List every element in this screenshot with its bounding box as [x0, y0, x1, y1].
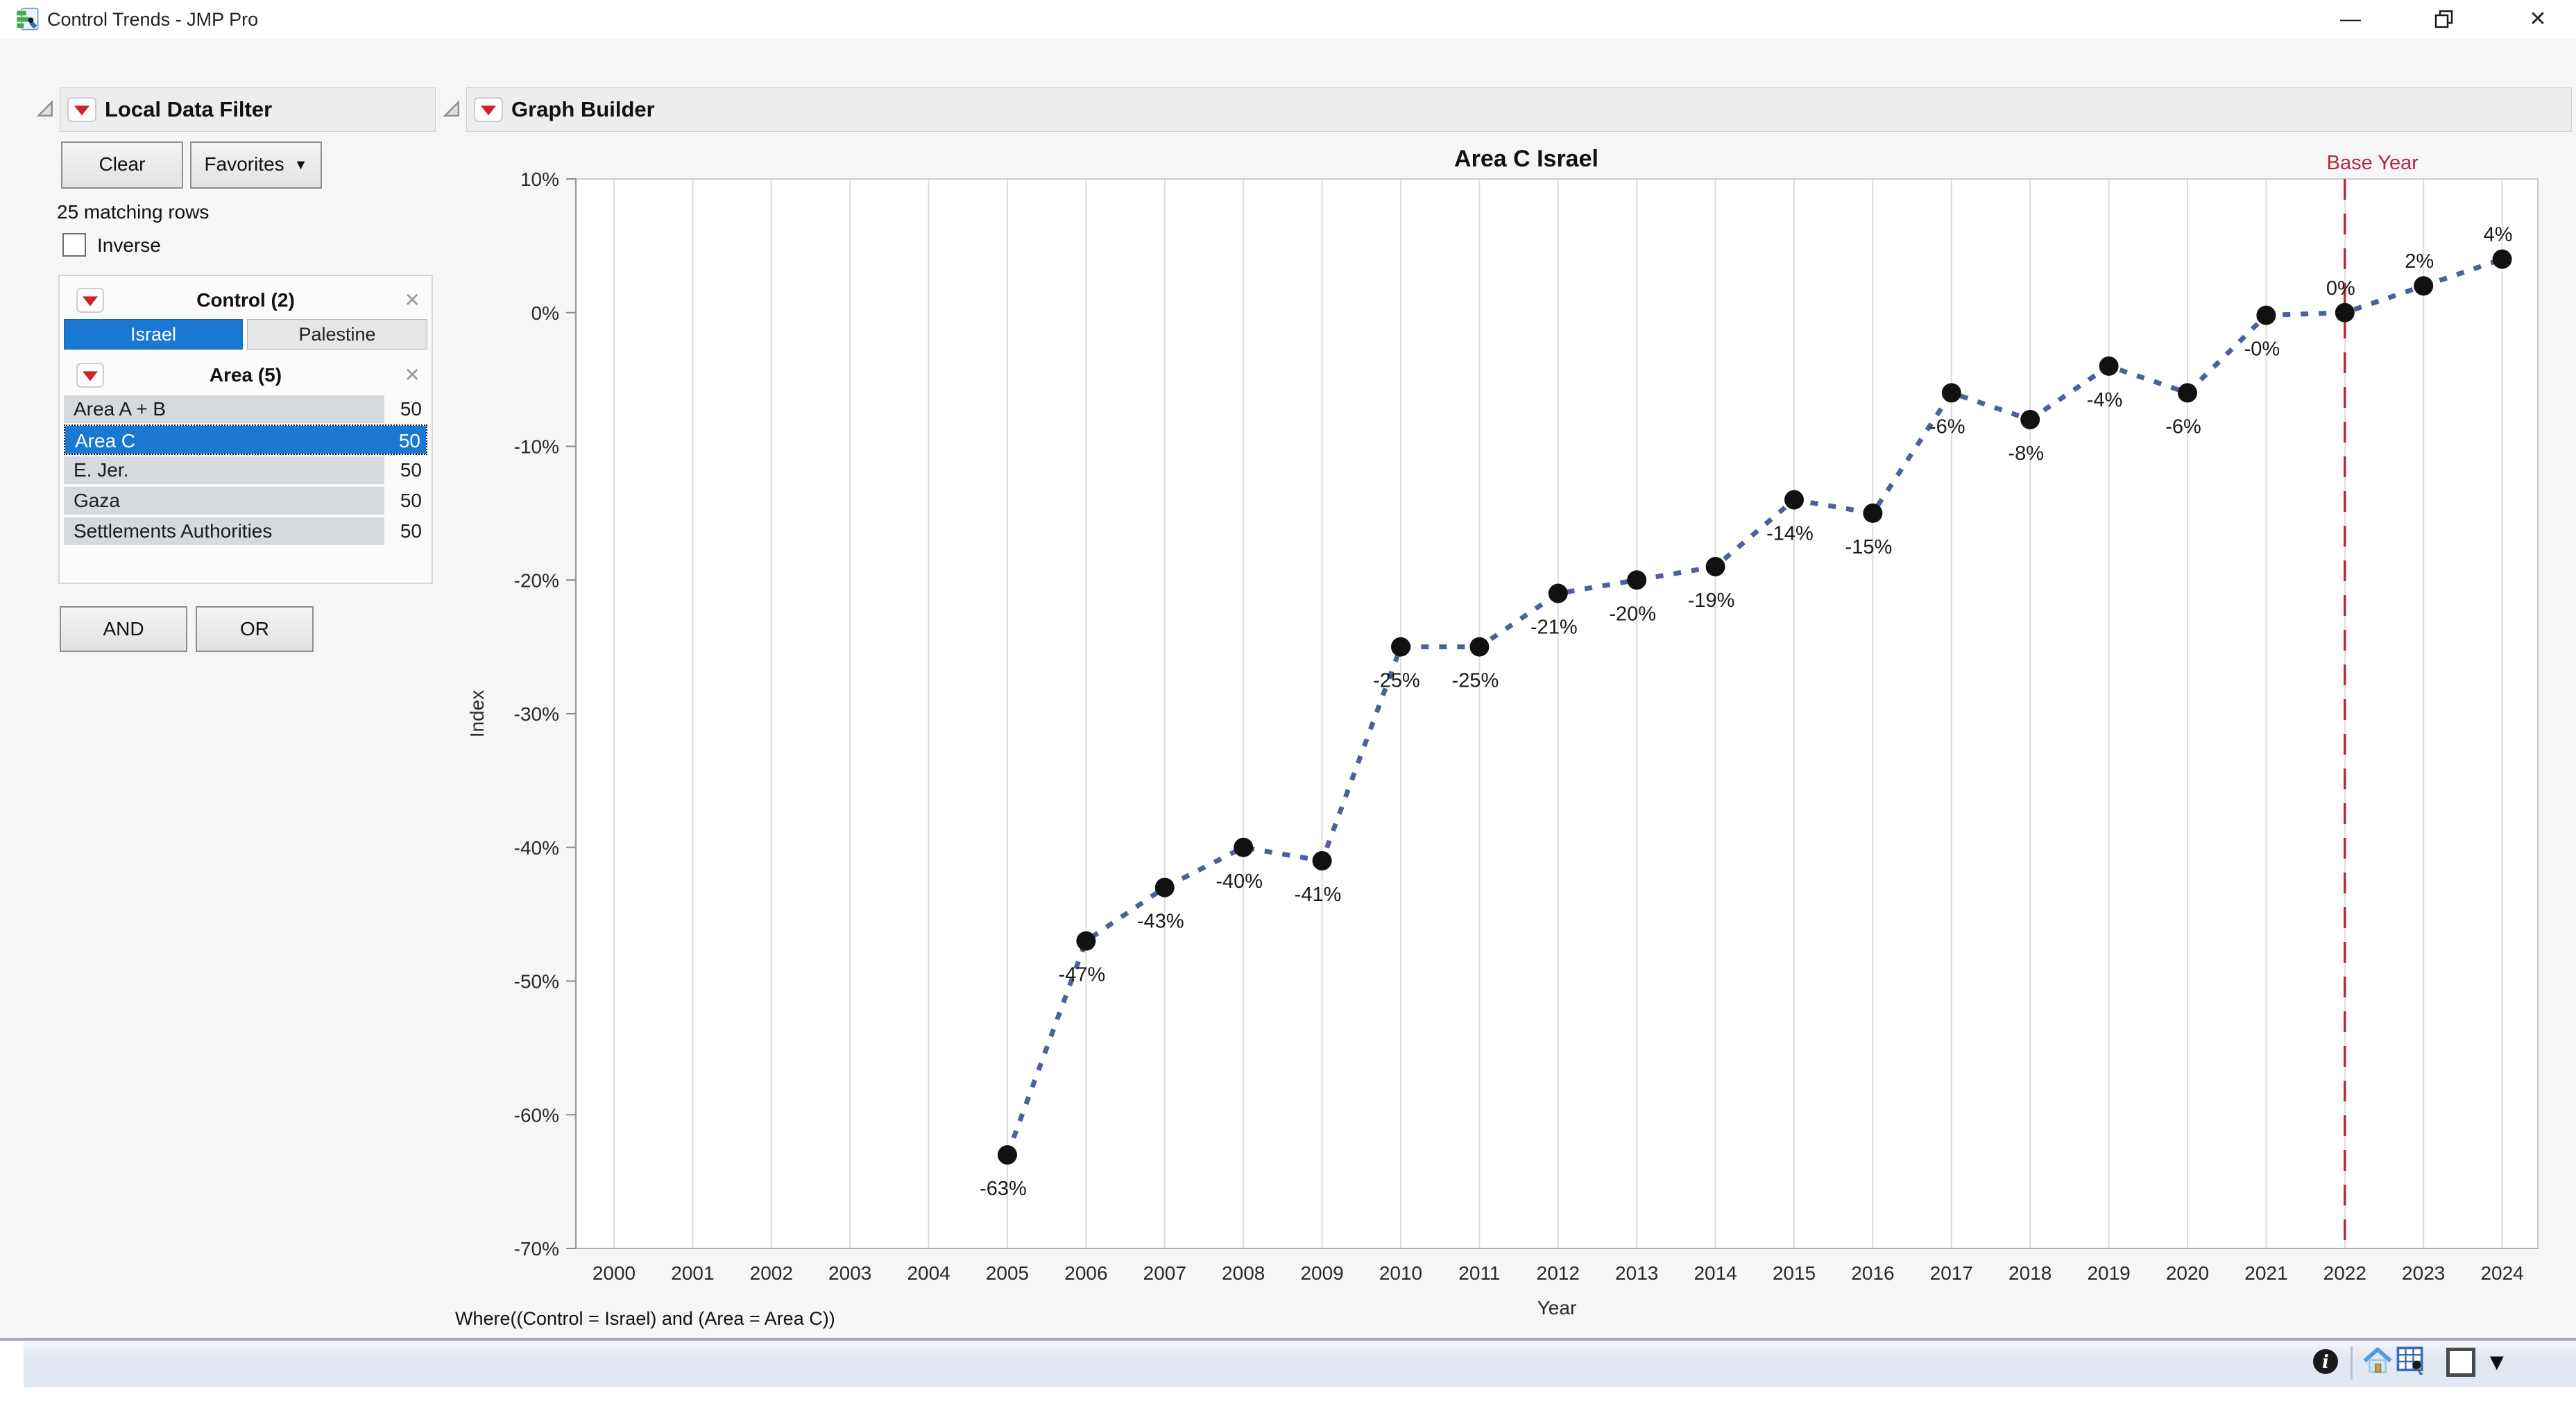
- statusbar-separator: [2351, 1346, 2353, 1380]
- remove-filter-icon[interactable]: ✕: [404, 289, 420, 311]
- list-item-count: 50: [400, 520, 422, 542]
- info-icon[interactable]: i: [2312, 1348, 2339, 1375]
- remove-filter-icon[interactable]: ✕: [404, 364, 420, 386]
- red-menu-triangle-icon: [83, 371, 98, 381]
- row-count-bar: [64, 517, 384, 545]
- red-menu-triangle-icon: [74, 105, 89, 116]
- list-item-label: Area A + B: [74, 398, 167, 420]
- control-segmented: Israel Palestine: [64, 319, 427, 350]
- row-count-bar: [64, 456, 384, 484]
- segment-palestine[interactable]: Palestine: [247, 319, 427, 350]
- jmp-app-icon: [17, 8, 39, 31]
- row-count-bar: [64, 487, 384, 515]
- filter-groups-box: Control (2) ✕ Israel Palestine Area (5) …: [58, 275, 433, 584]
- segment-israel[interactable]: Israel: [64, 319, 243, 350]
- list-item-label: E. Jer.: [74, 459, 129, 481]
- area-group-header: Area (5) ✕: [60, 358, 432, 393]
- data-table-icon[interactable]: [2396, 1346, 2427, 1377]
- where-clause-text: Where((Control = Israel) and (Area = Are…: [455, 1308, 835, 1329]
- or-button[interactable]: OR: [196, 606, 314, 652]
- list-item-count: 50: [400, 490, 422, 511]
- graph-builder-header: Graph Builder: [466, 87, 2572, 132]
- list-item-e-jer[interactable]: E. Jer. 50: [64, 455, 427, 486]
- close-button[interactable]: ✕: [2510, 0, 2566, 38]
- control-group-header: Control (2) ✕: [60, 283, 432, 318]
- restore-icon: [2434, 10, 2453, 28]
- favorites-button-label: Favorites: [204, 153, 284, 175]
- panel-title: Local Data Filter: [105, 97, 273, 121]
- minimize-icon: —: [2340, 8, 2361, 31]
- svg-text:i: i: [2322, 1352, 2329, 1373]
- inverse-checkbox-label: Inverse: [97, 234, 161, 256]
- or-button-label: OR: [240, 618, 269, 639]
- home-icon[interactable]: [2363, 1346, 2392, 1375]
- dropdown-arrow-icon: ▼: [293, 157, 308, 173]
- area-menu-button[interactable]: [76, 363, 104, 388]
- list-item-area-c[interactable]: Area C 50: [64, 424, 427, 455]
- area-group-title: Area (5): [209, 364, 282, 386]
- list-item-label: Settlements Authorities: [74, 520, 273, 542]
- statusbar-dropdown-icon[interactable]: ▼: [2485, 1349, 2509, 1375]
- selection-box-icon[interactable]: [2446, 1348, 2475, 1377]
- and-button-label: AND: [103, 618, 144, 639]
- list-item-area-a-b[interactable]: Area A + B 50: [64, 394, 427, 424]
- list-item-count: 50: [398, 430, 420, 452]
- clear-button[interactable]: Clear: [61, 141, 183, 189]
- matching-rows-text: 25 matching rows: [57, 201, 210, 223]
- list-item-count: 50: [400, 459, 422, 481]
- row-count-bar: [64, 395, 384, 423]
- list-item-gaza[interactable]: Gaza 50: [64, 486, 427, 516]
- row-count-bar: [65, 426, 426, 454]
- segment-label: Palestine: [298, 324, 376, 345]
- close-icon: ✕: [2529, 8, 2547, 31]
- control-group-title: Control (2): [196, 289, 295, 311]
- list-item-count: 50: [400, 398, 422, 420]
- inverse-checkbox[interactable]: [62, 233, 86, 257]
- list-item-settlements[interactable]: Settlements Authorities 50: [64, 516, 427, 547]
- graph-menu-button[interactable]: [474, 97, 503, 122]
- segment-label: Israel: [130, 324, 177, 345]
- list-item-label: Gaza: [74, 490, 120, 511]
- control-menu-button[interactable]: [76, 288, 104, 313]
- window-titlebar: Control Trends - JMP Pro — ✕: [0, 0, 2576, 40]
- list-item-label: Area C: [75, 430, 136, 452]
- red-menu-triangle-icon: [83, 296, 98, 307]
- and-button[interactable]: AND: [60, 606, 187, 652]
- collapse-triangle-icon[interactable]: [441, 98, 462, 119]
- local-data-filter-header: Local Data Filter: [60, 87, 436, 132]
- filter-menu-button[interactable]: [67, 97, 96, 122]
- panel-title: Graph Builder: [511, 97, 655, 121]
- statusbar-divider: [0, 1338, 2576, 1341]
- collapse-triangle-icon[interactable]: [35, 98, 56, 119]
- minimize-button[interactable]: —: [2323, 0, 2378, 38]
- window-content: [0, 39, 2576, 1338]
- favorites-button[interactable]: Favorites ▼: [190, 141, 322, 189]
- status-bar: i ▼: [24, 1341, 2576, 1387]
- red-menu-triangle-icon: [481, 105, 496, 116]
- clear-button-label: Clear: [99, 153, 146, 175]
- window-title: Control Trends - JMP Pro: [47, 9, 259, 30]
- restore-button[interactable]: [2416, 0, 2472, 38]
